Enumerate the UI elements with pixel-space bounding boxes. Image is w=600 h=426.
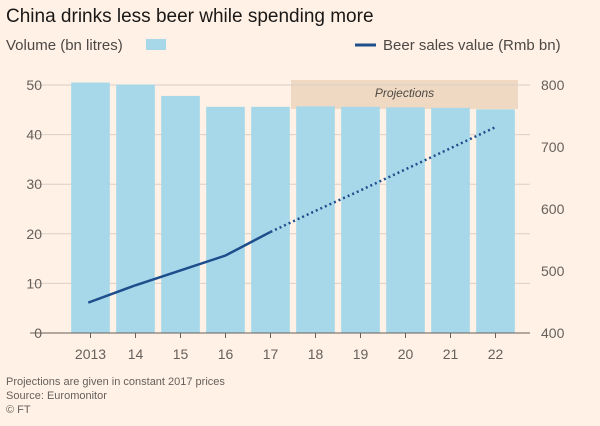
footer-credit: © FT (6, 404, 31, 416)
bar (161, 95, 200, 333)
x-tick-label: 22 (488, 346, 504, 362)
bar (431, 107, 470, 333)
x-tick-label: 2013 (75, 346, 106, 362)
x-tick-label: 15 (173, 346, 189, 362)
left-tick-label: 20 (26, 226, 42, 242)
right-tick-label: 400 (541, 325, 565, 341)
sales-line-projected (269, 126, 497, 234)
bar (386, 107, 425, 333)
legend-volume-label: Volume (bn litres) (6, 37, 123, 54)
bar (476, 109, 515, 333)
left-tick-label: 50 (26, 77, 42, 93)
right-tick-label: 700 (541, 139, 565, 155)
bar (251, 106, 290, 333)
bar (116, 84, 155, 333)
bar (71, 82, 110, 334)
x-tick-label: 19 (353, 346, 369, 362)
x-tick-label: 14 (128, 346, 144, 362)
chart-title: China drinks less beer while spending mo… (6, 6, 374, 27)
x-tick-label: 16 (218, 346, 234, 362)
bar (341, 106, 380, 333)
footer-source: Source: Euromonitor (6, 390, 107, 402)
bar (206, 106, 245, 333)
projection-label: Projections (375, 86, 434, 100)
x-axis: 2013 14 15 16 17 18 19 20 21 22 (30, 332, 530, 362)
left-tick-label: 10 (26, 275, 42, 291)
right-tick-label: 500 (541, 263, 565, 279)
right-tick-label: 800 (541, 77, 565, 93)
legend-volume-swatch (146, 39, 166, 50)
x-tick-label: 17 (263, 346, 279, 362)
legend-sales-label: Beer sales value (Rmb bn) (383, 37, 561, 54)
x-tick-label: 18 (308, 346, 324, 362)
right-axis: 400 500 600 700 800 (541, 77, 565, 341)
sales-line (87, 126, 497, 304)
bar (296, 106, 335, 333)
left-tick-label: 30 (26, 176, 42, 192)
left-tick-label: 40 (26, 127, 42, 143)
bars (71, 82, 515, 334)
right-tick-label: 600 (541, 201, 565, 217)
footer-note: Projections are given in constant 2017 p… (6, 376, 225, 388)
x-tick-label: 20 (398, 346, 414, 362)
x-tick-label: 21 (443, 346, 459, 362)
